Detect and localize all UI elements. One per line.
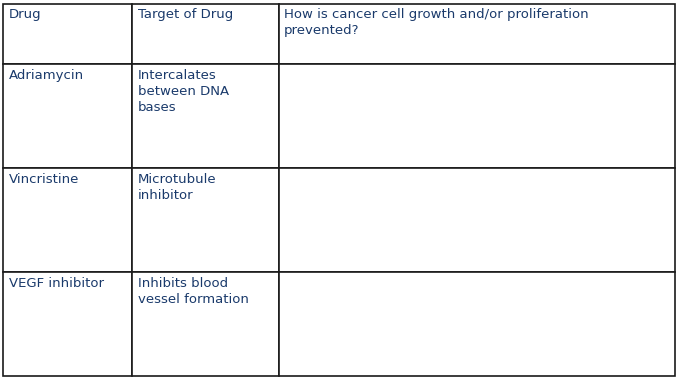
Text: Drug: Drug — [9, 8, 41, 20]
Text: How is cancer cell growth and/or proliferation
prevented?: How is cancer cell growth and/or prolife… — [284, 8, 589, 37]
Bar — [279, 168, 675, 272]
Bar — [132, 4, 279, 64]
Bar — [279, 64, 675, 168]
Bar — [279, 4, 675, 64]
Bar — [279, 272, 675, 376]
Text: Vincristine: Vincristine — [9, 174, 79, 186]
Bar — [3, 272, 132, 376]
Bar — [3, 64, 132, 168]
Bar — [132, 272, 279, 376]
Text: Adriamycin: Adriamycin — [9, 70, 84, 82]
Text: Microtubule
inhibitor: Microtubule inhibitor — [138, 174, 216, 203]
Text: Target of Drug: Target of Drug — [138, 8, 233, 20]
Text: Inhibits blood
vessel formation: Inhibits blood vessel formation — [138, 277, 249, 307]
Bar — [132, 168, 279, 272]
Bar — [3, 4, 132, 64]
Text: Intercalates
between DNA
bases: Intercalates between DNA bases — [138, 70, 228, 115]
Bar — [132, 64, 279, 168]
Bar — [3, 168, 132, 272]
Text: VEGF inhibitor: VEGF inhibitor — [9, 277, 104, 290]
